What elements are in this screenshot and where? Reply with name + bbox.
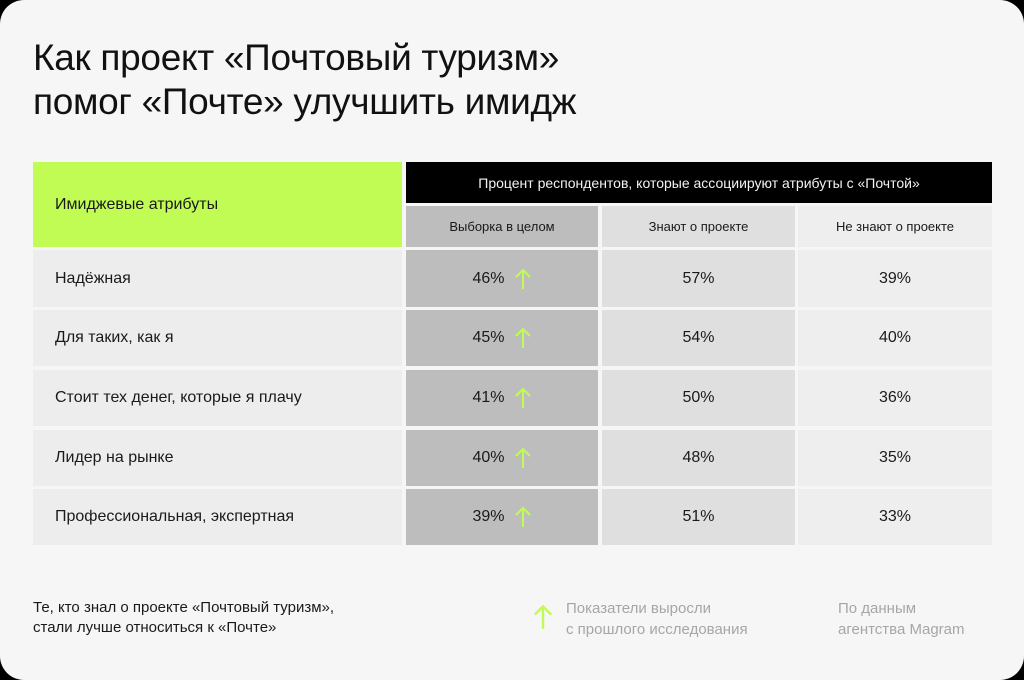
cell-aware: 48%: [602, 430, 795, 486]
footnote-line-2: стали лучше относиться к «Почте»: [33, 619, 277, 636]
legend-text: Показатели выросли с прошлого исследован…: [566, 598, 748, 640]
column-header-unaware: Не знают о проекте: [798, 206, 992, 247]
group-header: Процент респондентов, которые ассоциирую…: [406, 162, 992, 203]
cell-aware: 57%: [602, 250, 795, 307]
row-label: Надёжная: [33, 250, 402, 307]
cell-aware: 50%: [602, 370, 795, 426]
cell-aware: 54%: [602, 310, 795, 366]
cell-overall: 46%: [406, 250, 598, 307]
footnote: Те, кто знал о проекте «Почтовый туризм»…: [33, 598, 334, 638]
value: 46%: [472, 269, 505, 287]
cell-unaware: 33%: [798, 489, 992, 545]
title-line-2: помог «Почте» улучшить имидж: [33, 81, 577, 122]
value: 39%: [472, 508, 505, 525]
source-note: По данным агентства Magram: [838, 598, 965, 640]
legend: Показатели выросли с прошлого исследован…: [532, 598, 748, 640]
source-line-1: По данным: [838, 600, 917, 617]
row-label: Для таких, как я: [33, 310, 402, 366]
cell-unaware: 40%: [798, 310, 992, 366]
cell-aware: 51%: [602, 489, 795, 545]
legend-line-1: Показатели выросли: [566, 600, 711, 617]
row-label: Профессиональная, экспертная: [33, 489, 402, 545]
column-header-overall: Выборка в целом: [406, 206, 598, 247]
arrow-up-icon: [514, 268, 531, 289]
arrow-up-icon: [533, 604, 553, 629]
arrow-up-icon: [514, 387, 531, 408]
title-line-1: Как проект «Почтовый туризм»: [33, 37, 559, 78]
cell-overall: 45%: [406, 310, 598, 366]
legend-line-2: с прошлого исследования: [566, 621, 748, 638]
value: 45%: [472, 329, 505, 346]
attribute-column-header: Имиджевые атрибуты: [33, 162, 402, 247]
cell-overall: 39%: [406, 489, 598, 545]
cell-overall: 41%: [406, 370, 598, 426]
row-label: Стоит тех денег, которые я плачу: [33, 370, 402, 426]
footnote-line-1: Те, кто знал о проекте «Почтовый туризм»…: [33, 599, 335, 616]
value: 41%: [472, 389, 505, 406]
arrow-up-icon: [514, 506, 531, 527]
row-label: Лидер на рынке: [33, 430, 402, 486]
cell-unaware: 39%: [798, 250, 992, 307]
arrow-up-icon: [514, 447, 531, 468]
value: 40%: [472, 449, 505, 466]
page-title: Как проект «Почтовый туризм» помог «Почт…: [33, 36, 577, 124]
arrow-up-icon: [514, 327, 531, 348]
column-header-aware: Знают о проекте: [602, 206, 795, 247]
cell-unaware: 35%: [798, 430, 992, 486]
cell-overall: 40%: [406, 430, 598, 486]
cell-unaware: 36%: [798, 370, 992, 426]
source-line-2: агентства Magram: [838, 621, 965, 638]
